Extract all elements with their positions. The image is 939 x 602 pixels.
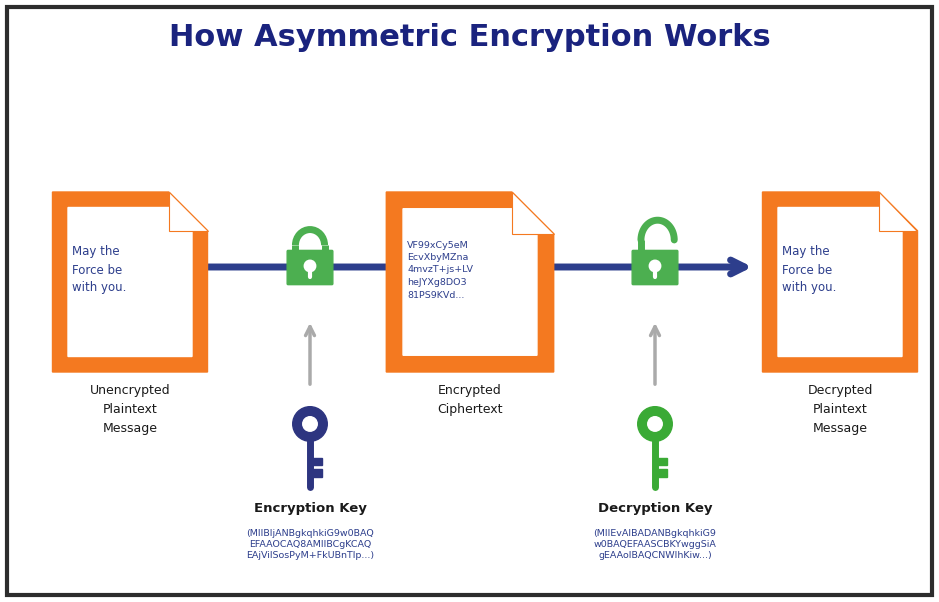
Polygon shape bbox=[879, 192, 917, 231]
Polygon shape bbox=[169, 192, 208, 231]
Text: Encrypted
Ciphertext: Encrypted Ciphertext bbox=[438, 384, 502, 416]
Circle shape bbox=[302, 417, 317, 431]
Polygon shape bbox=[762, 192, 917, 372]
FancyBboxPatch shape bbox=[632, 250, 678, 285]
Polygon shape bbox=[403, 209, 537, 355]
Polygon shape bbox=[778, 208, 902, 356]
FancyBboxPatch shape bbox=[287, 250, 332, 285]
Text: (MIIEvAIBADANBgkqhkiG9
w0BAQEFAASCBKYwggSiA
gEAAoIBAQCNWIhKiw...): (MIIEvAIBADANBgkqhkiG9 w0BAQEFAASCBKYwgg… bbox=[593, 529, 716, 560]
Polygon shape bbox=[68, 208, 192, 356]
Circle shape bbox=[293, 407, 328, 441]
Bar bbox=[310, 458, 321, 465]
Polygon shape bbox=[53, 192, 208, 372]
Text: Unencrypted
Plaintext
Message: Unencrypted Plaintext Message bbox=[90, 384, 170, 435]
Circle shape bbox=[638, 407, 672, 441]
Text: How Asymmetric Encryption Works: How Asymmetric Encryption Works bbox=[169, 22, 771, 52]
Polygon shape bbox=[512, 192, 554, 234]
Circle shape bbox=[649, 260, 661, 272]
Polygon shape bbox=[386, 192, 554, 372]
Bar bbox=[655, 470, 667, 477]
Bar bbox=[310, 470, 321, 477]
Text: Decrypted
Plaintext
Message: Decrypted Plaintext Message bbox=[808, 384, 872, 435]
Circle shape bbox=[648, 417, 662, 431]
Text: May the
Force be
with you.: May the Force be with you. bbox=[782, 246, 837, 294]
Text: Decryption Key: Decryption Key bbox=[598, 501, 713, 515]
Bar bbox=[655, 458, 667, 465]
Circle shape bbox=[304, 260, 316, 272]
Text: VF99xCy5eM
EcvXbyMZna
4mvzT+js+LV
heJYXg8DO3
81PS9KVd...: VF99xCy5eM EcvXbyMZna 4mvzT+js+LV heJYXg… bbox=[407, 241, 473, 300]
Text: May the
Force be
with you.: May the Force be with you. bbox=[72, 246, 127, 294]
Text: (MIIBIjANBgkqhkiG9w0BAQ
EFAAOCAQ8AMIIBCgKCAQ
EAjVilSosPyM+FkUBnTlp...): (MIIBIjANBgkqhkiG9w0BAQ EFAAOCAQ8AMIIBCg… bbox=[246, 529, 374, 560]
Text: Encryption Key: Encryption Key bbox=[254, 501, 366, 515]
